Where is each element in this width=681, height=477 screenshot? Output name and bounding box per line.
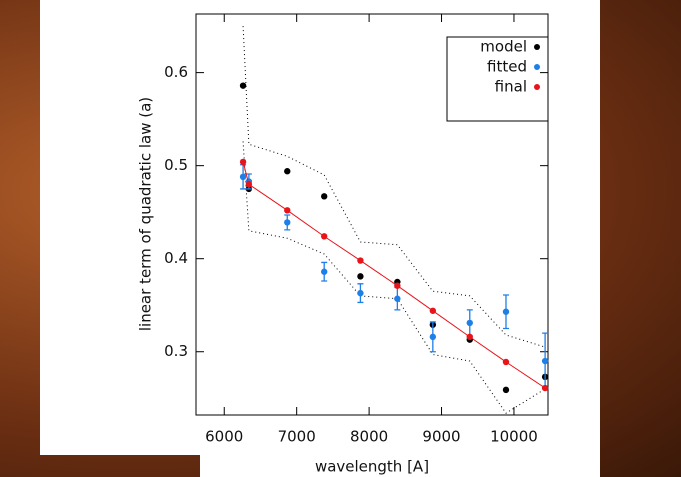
- x-tick-label: 10000: [490, 428, 538, 446]
- legend: [446, 36, 549, 122]
- x-tick-label: 7000: [278, 428, 316, 446]
- point: [429, 333, 437, 341]
- legend-label: fitted: [487, 58, 527, 76]
- bound-line: [242, 141, 546, 414]
- point: [394, 295, 401, 302]
- point: [502, 308, 510, 315]
- point: [394, 282, 401, 289]
- point: [357, 273, 364, 280]
- legend-marker: [534, 44, 540, 50]
- y-tick-label: 0.6: [164, 63, 188, 81]
- legend-marker: [534, 64, 540, 70]
- point: [239, 82, 247, 89]
- panel-strip: [200, 455, 600, 477]
- point: [245, 181, 253, 188]
- point: [357, 289, 364, 297]
- point: [284, 219, 291, 226]
- legend-marker: [534, 84, 540, 90]
- y-axis-label: linear term of quadratic law (a): [137, 97, 155, 331]
- point: [284, 168, 291, 175]
- x-tick-label: 6000: [205, 428, 243, 446]
- point: [466, 319, 473, 327]
- point: [502, 358, 510, 366]
- point: [320, 233, 328, 240]
- y-tick-label: 0.4: [164, 249, 188, 267]
- plot-frame: [195, 13, 549, 416]
- point: [320, 268, 328, 275]
- point: [284, 207, 291, 214]
- legend-label: final: [495, 78, 527, 96]
- point: [541, 357, 549, 365]
- x-axis-label: wavelength [A]: [315, 458, 429, 476]
- y-tick-label: 0.3: [164, 342, 188, 360]
- y-tick-label: 0.5: [164, 156, 188, 174]
- x-tick-label: 8000: [350, 428, 388, 446]
- point: [320, 193, 328, 200]
- point: [429, 307, 437, 314]
- point: [239, 173, 247, 181]
- point: [502, 386, 510, 394]
- point: [541, 384, 549, 392]
- point: [357, 257, 364, 264]
- point: [466, 333, 473, 341]
- point: [239, 158, 247, 166]
- x-tick-label: 9000: [422, 428, 460, 446]
- legend-label: model: [480, 38, 527, 56]
- fit-line: [242, 161, 546, 389]
